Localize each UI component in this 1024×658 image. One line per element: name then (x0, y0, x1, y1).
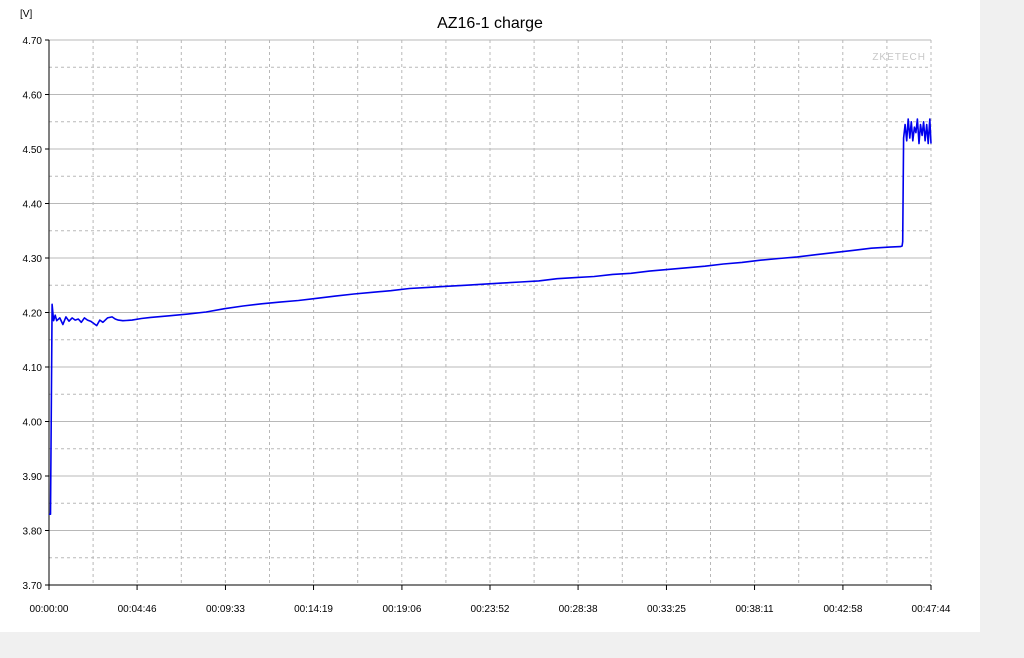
x-tick-label: 00:33:25 (647, 604, 686, 615)
x-tick-label: 00:38:11 (735, 604, 774, 615)
y-tick-label: 3.90 (23, 472, 43, 483)
y-axis-unit-label: [V] (20, 9, 32, 20)
chart-panel: AZ16-1 charge [V] ZKETECH 3.70 3.80 3.90 4.… (0, 0, 980, 632)
y-tick-label: 4.60 (23, 91, 43, 102)
x-tick-label: 00:42:58 (823, 604, 862, 615)
watermark-zketech: ZKETECH (872, 52, 926, 63)
chart-title: AZ16-1 charge (437, 15, 543, 32)
y-tick-label: 4.30 (23, 254, 43, 265)
y-tick-label: 3.70 (23, 581, 43, 592)
y-tick-label: 4.00 (23, 418, 43, 429)
voltage-line-chart: AZ16-1 charge [V] ZKETECH 3.70 3.80 3.90 4.… (20, 9, 951, 615)
x-tick-label: 00:14:19 (294, 604, 333, 615)
y-tick-label: 4.20 (23, 309, 43, 320)
x-tick-label: 00:00:00 (30, 604, 69, 615)
grid-lines (49, 39, 932, 585)
y-axis-ticks: 3.70 3.80 3.90 4.00 4.10 4.20 4.30 4.40 4.50 4.60… (23, 36, 49, 592)
x-tick-label: 00:09:33 (206, 604, 245, 615)
voltage-series-line (49, 118, 932, 515)
x-tick-label: 00:04:46 (118, 604, 157, 615)
y-tick-label: 4.40 (23, 200, 43, 211)
x-tick-label: 00:19:06 (382, 604, 421, 615)
x-tick-label: 00:23:52 (471, 604, 510, 615)
y-tick-label: 4.50 (23, 145, 43, 156)
x-axis-ticks: 00:00:00 00:04:46 00:09:33 00:14:19 00:19:06… (30, 585, 951, 615)
x-tick-label: 00:47:44 (912, 604, 951, 615)
x-tick-label: 00:28:38 (559, 604, 598, 615)
y-tick-label: 4.70 (23, 36, 43, 47)
y-tick-label: 4.10 (23, 363, 43, 374)
y-tick-label: 3.80 (23, 527, 43, 538)
